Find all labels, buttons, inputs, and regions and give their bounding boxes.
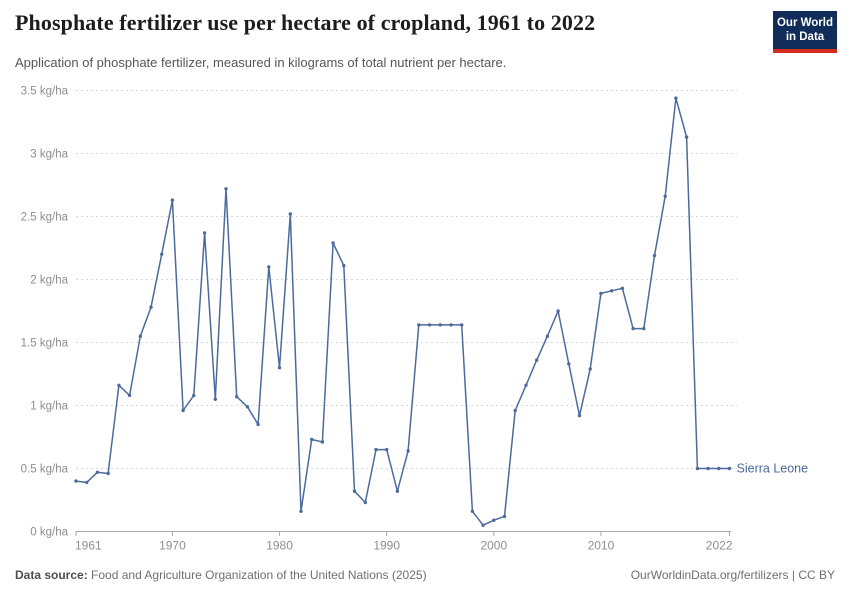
data-point (684, 135, 689, 139)
data-point (213, 397, 217, 401)
data-point (706, 466, 710, 471)
data-point (181, 408, 185, 413)
svg-text:2.5 kg/ha: 2.5 kg/ha (21, 212, 69, 224)
x-axis: 1961 1970 1980 1990 2000 2010 2022 (75, 531, 733, 553)
data-point (374, 447, 378, 452)
data-point (277, 366, 282, 370)
data-point (577, 413, 582, 418)
data-source-label: Data source: (15, 568, 88, 582)
data-point (652, 253, 657, 258)
data-point (620, 286, 625, 290)
data-point (127, 393, 132, 398)
y-axis-labels: 0 kg/ha 0.5 kg/ha 1 kg/ha 1.5 kg/ha 2 kg/ha 2… (21, 86, 69, 539)
svg-text:1990: 1990 (373, 539, 400, 553)
chart-subtitle: Application of phosphate fertilizer, mea… (15, 55, 507, 70)
data-point (631, 326, 635, 331)
data-point (95, 470, 100, 474)
data-point (556, 309, 560, 313)
data-point (331, 241, 335, 245)
data-point (160, 252, 164, 256)
data-point (85, 480, 89, 485)
data-point (502, 514, 507, 519)
series-sierra-leone[interactable]: Sierra Leone (74, 96, 808, 527)
data-point (417, 323, 421, 327)
data-point (256, 422, 260, 427)
svg-text:2000: 2000 (480, 539, 507, 553)
data-point (470, 509, 475, 513)
data-point (460, 323, 464, 327)
svg-text:0.5 kg/ha: 0.5 kg/ha (21, 464, 69, 476)
svg-text:2 kg/ha: 2 kg/ha (30, 275, 68, 287)
data-point (599, 291, 603, 296)
svg-text:3 kg/ha: 3 kg/ha (30, 149, 68, 161)
svg-text:1.5 kg/ha: 1.5 kg/ha (21, 338, 69, 350)
svg-text:1980: 1980 (266, 539, 293, 553)
data-point (427, 323, 432, 327)
svg-text:1 kg/ha: 1 kg/ha (30, 401, 68, 413)
data-point (610, 289, 614, 293)
data-point (438, 323, 442, 327)
page-title: Phosphate fertilizer use per hectare of … (15, 10, 596, 35)
chart-footer: Data source: Food and Agriculture Organi… (15, 568, 835, 582)
owid-logo-line2: in Data (785, 31, 825, 43)
svg-text:1961: 1961 (75, 539, 102, 553)
data-point (492, 518, 496, 522)
data-point (642, 326, 646, 331)
data-point (352, 489, 357, 493)
y-gridlines (76, 90, 737, 469)
data-point (224, 187, 228, 191)
svg-text:0 kg/ha: 0 kg/ha (30, 527, 68, 539)
data-point (288, 212, 292, 216)
data-point (674, 96, 678, 100)
data-source: Data source: Food and Agriculture Organi… (15, 568, 427, 582)
data-point (192, 393, 196, 398)
data-point (395, 489, 400, 493)
owid-logo[interactable]: Our World in Data (773, 11, 837, 53)
data-source-text: Food and Agriculture Organization of the… (87, 568, 427, 582)
data-point (138, 334, 142, 338)
data-point (588, 367, 592, 371)
data-point (235, 395, 239, 399)
svg-text:2022: 2022 (706, 539, 733, 553)
data-point (449, 323, 453, 327)
credit-link[interactable]: OurWorldinData.org/fertilizers | CC BY (630, 568, 835, 582)
data-point (267, 265, 271, 269)
svg-text:2010: 2010 (588, 539, 615, 553)
data-point (74, 479, 78, 483)
data-point (567, 362, 571, 366)
data-point (299, 509, 303, 513)
owid-logo-line1: Our World (776, 17, 833, 29)
data-point (342, 263, 346, 268)
data-point (545, 334, 550, 338)
data-point (117, 383, 121, 387)
data-point (202, 231, 207, 235)
data-point (717, 466, 721, 471)
data-point (481, 523, 485, 527)
data-point (535, 358, 539, 362)
svg-text:1970: 1970 (159, 539, 186, 553)
data-point (310, 437, 314, 442)
data-point (106, 471, 110, 476)
svg-text:3.5 kg/ha: 3.5 kg/ha (21, 86, 69, 98)
series-end-label: Sierra Leone (737, 462, 809, 476)
data-point (695, 466, 700, 471)
data-point (513, 408, 517, 413)
data-point (727, 466, 732, 471)
series-line (75, 97, 731, 526)
data-point (320, 440, 325, 444)
data-point (385, 447, 389, 452)
data-point (245, 405, 250, 409)
data-point (406, 449, 410, 453)
data-point (363, 500, 367, 505)
data-point (663, 194, 667, 198)
data-point (170, 198, 175, 202)
data-point (149, 305, 153, 309)
data-point (524, 383, 528, 387)
